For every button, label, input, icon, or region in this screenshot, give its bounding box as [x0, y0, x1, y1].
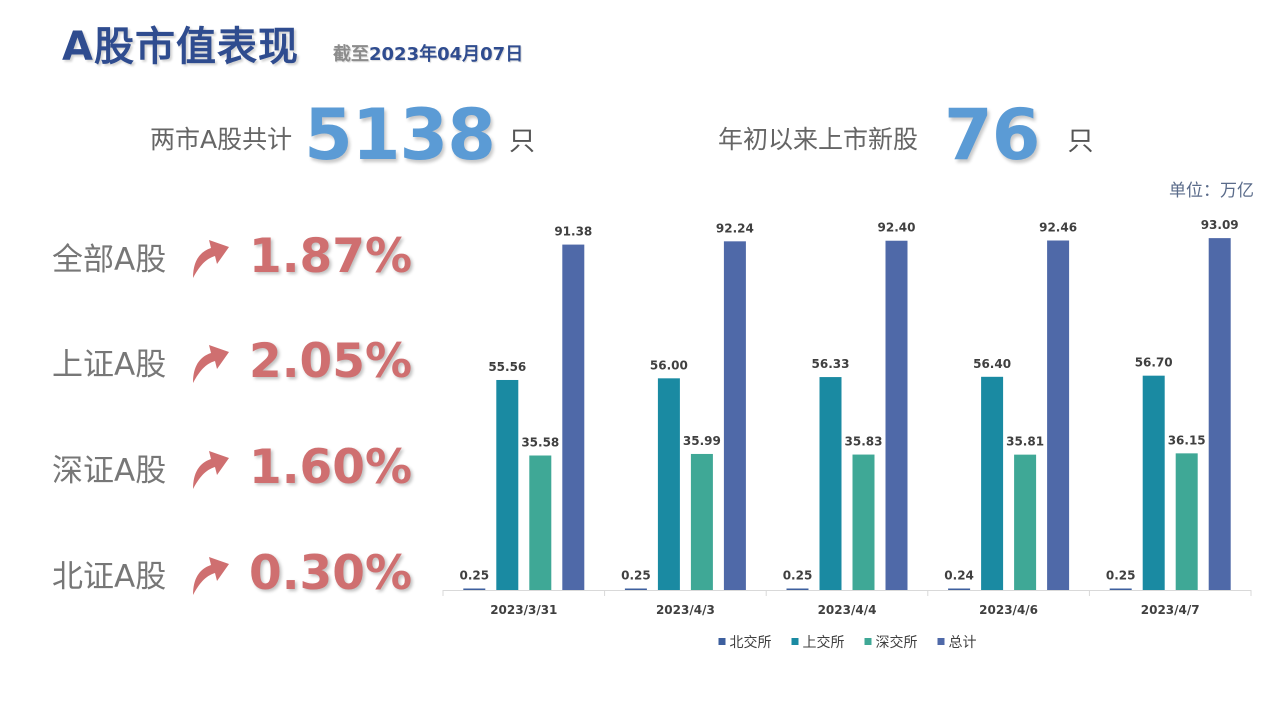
perf-value: 1.60%: [249, 439, 413, 495]
data-label: 56.70: [1135, 356, 1173, 370]
x-tick-label: 2023/4/7: [1141, 603, 1200, 617]
data-label: 91.38: [554, 225, 592, 239]
data-label: 56.40: [973, 357, 1011, 371]
up-arrow-icon: [193, 451, 229, 489]
bar: [1175, 453, 1198, 590]
data-label: 0.25: [621, 569, 651, 583]
data-label: 56.33: [812, 357, 850, 371]
perf-row-all: 全部A股 1.87%: [52, 226, 412, 286]
bar: [1047, 240, 1070, 590]
bar: [1208, 238, 1231, 590]
perf-name: 深证A股: [52, 452, 167, 489]
bar: [496, 379, 519, 590]
up-arrow-icon: [193, 557, 229, 595]
x-tick-label: 2023/4/4: [818, 603, 877, 617]
up-arrow-icon: [193, 240, 229, 278]
perf-row-sz: 深证A股 1.60%: [52, 437, 412, 497]
date-value: 2023年04月07日: [369, 44, 524, 65]
bar: [786, 588, 809, 590]
x-tick-label: 2023/4/3: [656, 603, 715, 617]
new-stocks-label: 年初以来上市新股: [718, 125, 919, 154]
bar: [723, 241, 746, 590]
perf-value: 0.30%: [249, 545, 413, 601]
perf-name: 全部A股: [52, 241, 167, 278]
date-prefix: 截至: [333, 44, 369, 65]
legend-swatch: [791, 638, 799, 645]
perf-value: 2.05%: [249, 333, 413, 389]
new-stocks-value: 76: [944, 94, 1040, 176]
x-tick-label: 2023/3/31: [490, 603, 557, 617]
bar: [981, 376, 1004, 590]
data-label: 93.09: [1201, 218, 1239, 232]
chart-unit-label: 单位：万亿: [1169, 181, 1254, 201]
new-stocks-stat: 年初以来上市新股 76 只: [718, 100, 1093, 170]
total-stocks-label: 两市A股共计: [150, 125, 293, 154]
data-label: 55.56: [488, 360, 526, 374]
page-title: A股市值表现: [62, 24, 299, 70]
bar: [948, 588, 971, 590]
legend-swatch: [937, 638, 945, 645]
up-arrow-icon: [193, 345, 229, 383]
data-label: 56.00: [650, 358, 688, 372]
legend-swatch: [864, 638, 872, 645]
data-label: 0.24: [944, 569, 974, 583]
data-label: 35.99: [683, 434, 721, 448]
bar: [852, 454, 875, 590]
data-label: 92.40: [878, 221, 916, 235]
legend-swatch: [718, 638, 726, 645]
perf-name: 北证A股: [52, 558, 167, 595]
new-stocks-unit: 只: [1067, 127, 1094, 157]
total-stocks-unit: 只: [508, 127, 535, 157]
bar: [529, 455, 552, 590]
perf-name: 上证A股: [52, 346, 167, 383]
bar: [624, 588, 647, 590]
bar: [562, 244, 585, 590]
perf-row-sh: 上证A股 2.05%: [52, 331, 412, 391]
data-label: 0.25: [1106, 569, 1136, 583]
bar: [1014, 454, 1037, 590]
legend-entry: 上交所: [803, 634, 845, 651]
legend-entry: 深交所: [876, 634, 918, 651]
date-line: 截至2023年04月07日: [333, 40, 523, 66]
data-label: 92.46: [1039, 221, 1077, 235]
perf-row-bj: 北证A股 0.30%: [52, 543, 412, 603]
data-label: 0.25: [783, 569, 813, 583]
data-label: 0.25: [459, 569, 489, 583]
total-stocks-value: 5138: [304, 94, 496, 176]
perf-value: 1.87%: [249, 228, 413, 284]
bar: [1142, 375, 1165, 590]
data-label: 35.58: [521, 436, 559, 450]
data-label: 35.81: [1006, 435, 1044, 449]
bar: [1109, 588, 1132, 590]
bar: [657, 378, 680, 590]
data-label: 92.24: [716, 221, 754, 235]
bar: [819, 377, 842, 590]
legend-entry: 总计: [949, 635, 977, 651]
legend-entry: 北交所: [730, 634, 772, 651]
x-tick-label: 2023/4/6: [979, 603, 1038, 617]
bar: [463, 588, 486, 590]
data-label: 36.15: [1168, 433, 1206, 447]
bar: [690, 453, 713, 590]
total-stocks-stat: 两市A股共计 5138 只: [150, 100, 535, 170]
data-label: 35.83: [845, 435, 883, 449]
bar: [885, 240, 908, 590]
